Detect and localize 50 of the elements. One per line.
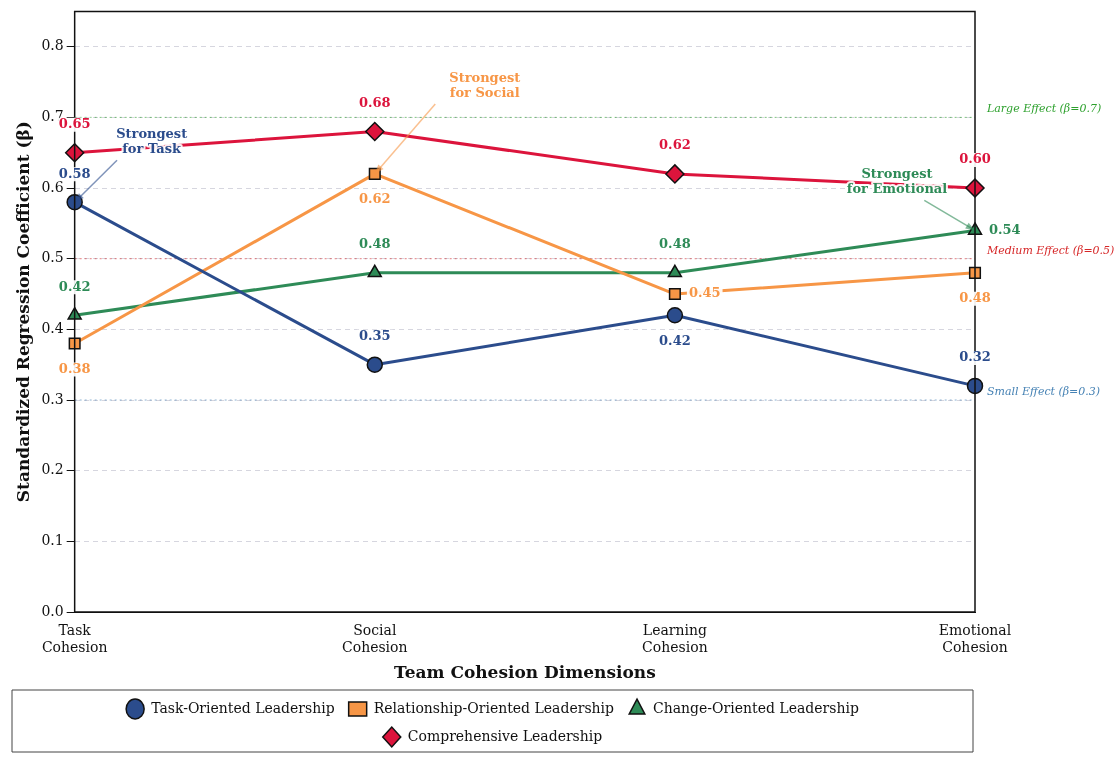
ref-line-label: Small Effect (β=0.3)	[987, 384, 1101, 398]
ref-line-label: Large Effect (β=0.7)	[986, 102, 1102, 116]
y-tick-label: 0.2	[41, 461, 64, 478]
text: 0.68	[358, 94, 391, 110]
point	[666, 306, 684, 324]
point	[64, 142, 85, 163]
point	[68, 337, 81, 350]
y-tick-label: 0.6	[41, 178, 64, 195]
annotation: Strongest for Emotional	[846, 166, 948, 197]
text: 0.38	[58, 360, 91, 376]
y-tick-label: 0.4	[41, 320, 64, 337]
x-tick-label: Social Cohesion	[342, 622, 408, 655]
text: 0.42	[659, 332, 691, 348]
y-tick-label: 0.0	[41, 602, 64, 619]
text: 0.32	[959, 349, 991, 365]
point	[368, 167, 381, 180]
y-tick-label: 0.1	[41, 531, 64, 548]
annotation: Strongest for Social	[449, 69, 521, 100]
text: 0.62	[358, 191, 391, 207]
y-axis-title: Standardized Regression Coefficient (β)	[12, 121, 33, 503]
text: 0.62	[659, 137, 691, 153]
x-tick-label: Emotional Cohesion	[938, 622, 1012, 655]
text: 0.48	[959, 290, 991, 306]
legend-label: Relationship-Oriented Leadership	[373, 699, 615, 716]
ref-line-label: Medium Effect (β=0.5)	[986, 243, 1115, 257]
y-tick-label: 0.5	[41, 249, 64, 266]
point	[67, 306, 82, 320]
legend-label: Comprehensive Leadership	[407, 727, 603, 744]
text: 0.48	[358, 236, 391, 252]
x-tick-label: Task Cohesion	[41, 622, 108, 655]
text: 0.60	[959, 151, 991, 167]
point	[366, 356, 384, 373]
x-tick-label: Learning Cohesion	[642, 622, 708, 655]
point	[367, 264, 383, 278]
point	[667, 264, 683, 278]
y-tick-label: 0.3	[41, 390, 64, 407]
point	[668, 287, 681, 301]
text: 0.48	[659, 236, 691, 252]
text: 0.54	[989, 221, 1021, 237]
text: 0.35	[358, 328, 391, 344]
point	[365, 121, 385, 142]
point	[66, 193, 83, 211]
point	[665, 164, 685, 184]
legend-label: Task-Oriented Leadership	[151, 699, 335, 716]
x-axis-title: Team Cohesion Dimensions	[393, 662, 656, 683]
text: 0.42	[58, 278, 91, 294]
y-tick-label: 0.8	[41, 37, 64, 54]
text: 0.45	[688, 285, 721, 301]
legend-label: Change-Oriented Leadership	[653, 699, 859, 716]
text: 0.58	[58, 165, 91, 181]
